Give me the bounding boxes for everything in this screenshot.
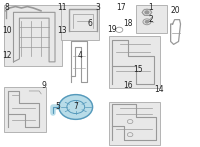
Text: 7: 7 [73,102,78,111]
Text: 8: 8 [4,3,9,12]
Circle shape [59,95,93,119]
Text: 5: 5 [56,102,60,111]
Text: 3: 3 [95,3,100,12]
Text: 19: 19 [108,25,117,34]
Text: 17: 17 [116,3,126,12]
Text: 20: 20 [171,6,180,15]
Text: 4: 4 [77,51,82,60]
Bar [4,87,46,132]
Text: 10: 10 [2,26,11,35]
Circle shape [145,11,149,14]
Text: 9: 9 [42,81,47,90]
Text: 15: 15 [133,65,143,74]
Bar [4,5,62,66]
Bar [109,102,160,145]
Text: 18: 18 [123,20,133,29]
Text: 16: 16 [123,81,133,90]
Text: 1: 1 [149,3,153,12]
Text: 13: 13 [57,26,67,35]
Text: 6: 6 [87,19,92,28]
Text: 11: 11 [57,3,67,12]
Text: 14: 14 [154,85,164,94]
Bar [136,5,167,33]
Text: 2: 2 [149,15,153,24]
Bar [109,36,160,88]
Text: 12: 12 [2,51,11,60]
Circle shape [145,21,149,23]
Bar [61,5,99,40]
